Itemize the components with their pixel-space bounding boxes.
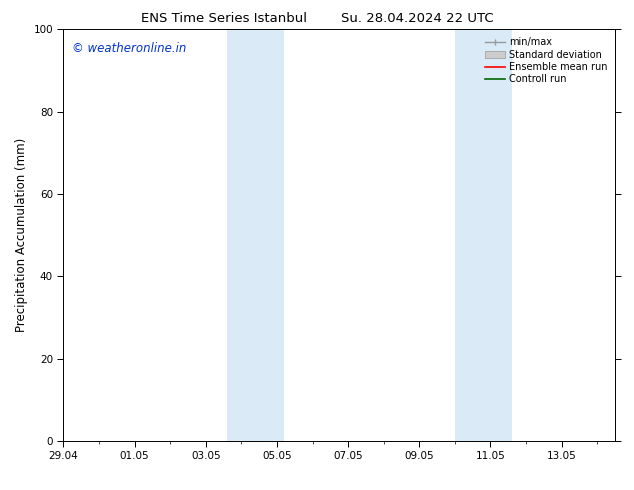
Bar: [455, 29, 483, 441]
Text: © weatheronline.in: © weatheronline.in: [72, 42, 186, 55]
Bar: [483, 29, 512, 441]
Bar: [227, 29, 256, 441]
Bar: [256, 29, 284, 441]
Y-axis label: Precipitation Accumulation (mm): Precipitation Accumulation (mm): [15, 138, 28, 332]
Text: ENS Time Series Istanbul        Su. 28.04.2024 22 UTC: ENS Time Series Istanbul Su. 28.04.2024 …: [141, 12, 493, 25]
Legend: min/max, Standard deviation, Ensemble mean run, Controll run: min/max, Standard deviation, Ensemble me…: [482, 34, 610, 87]
